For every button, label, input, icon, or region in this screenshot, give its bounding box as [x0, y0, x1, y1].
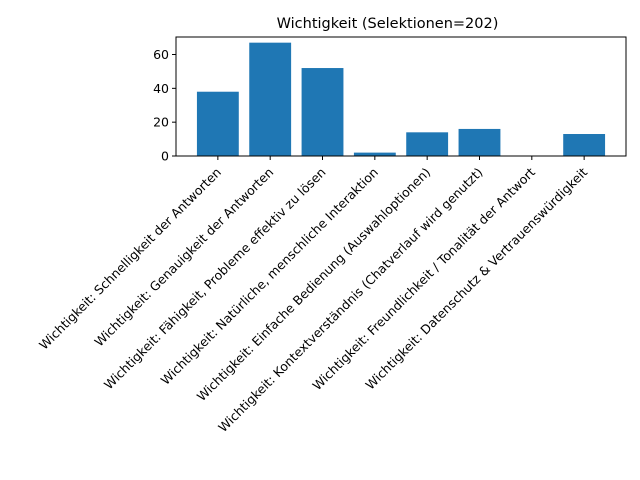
y-tick-label: 20	[153, 115, 169, 130]
bar-6	[458, 128, 501, 156]
x-axis: Wichtigkeit: Schnelligkeit der Antworten…	[36, 156, 590, 435]
bar-2	[249, 42, 292, 156]
x-category-label: Wichtigkeit: Genauigkeit der Antworten	[91, 165, 276, 350]
y-tick-label: 40	[153, 81, 169, 96]
bar-8	[563, 134, 606, 156]
bar-5	[406, 132, 449, 156]
bars-group	[196, 42, 606, 156]
x-category-label: Wichtigkeit: Schnelligkeit der Antworten	[36, 165, 224, 353]
plot-frame	[175, 36, 627, 157]
y-tick-label: 0	[161, 149, 169, 164]
bar-1	[196, 91, 239, 156]
y-axis: 0 20 40 60	[153, 47, 176, 164]
bar-4	[353, 152, 396, 156]
bar-3	[301, 68, 344, 156]
y-tick-label: 60	[153, 47, 169, 62]
chart-title: Wichtigkeit (Selektionen=202)	[277, 16, 499, 32]
